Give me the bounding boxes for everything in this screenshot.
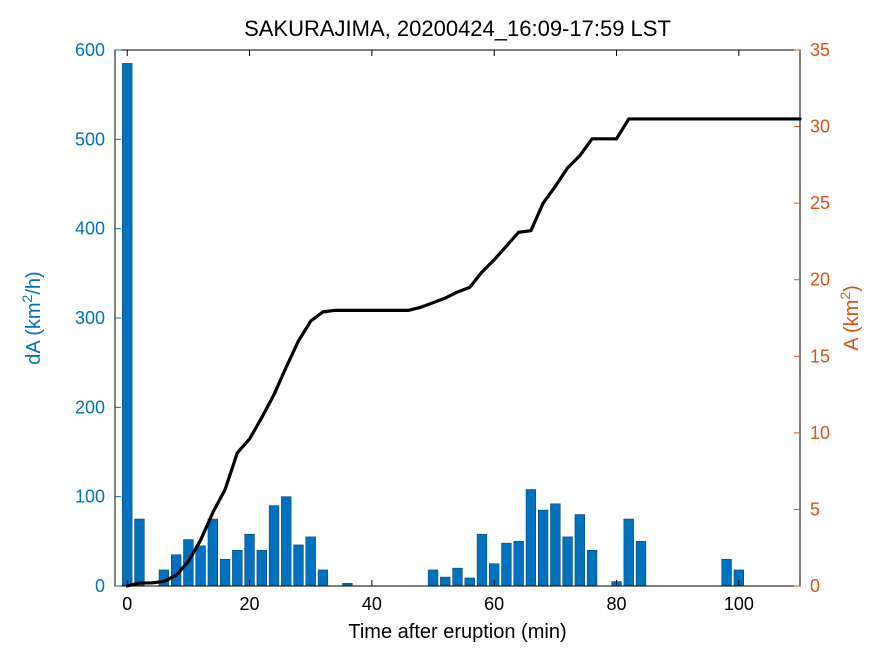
bar xyxy=(257,550,267,586)
bar xyxy=(575,515,585,586)
x-tick-label: 80 xyxy=(607,594,627,614)
bar xyxy=(538,510,548,586)
x-tick-label: 60 xyxy=(484,594,504,614)
y-left-tick-label: 500 xyxy=(75,129,105,149)
y-left-tick-label: 200 xyxy=(75,397,105,417)
bar xyxy=(122,63,132,586)
y-right-tick-label: 15 xyxy=(810,346,830,366)
bar xyxy=(294,545,304,586)
x-tick-label: 40 xyxy=(362,594,382,614)
y-right-tick-label: 25 xyxy=(810,193,830,213)
y-left-tick-label: 100 xyxy=(75,487,105,507)
bar xyxy=(269,506,279,586)
bar xyxy=(587,550,597,586)
x-axis-label: Time after eruption (min) xyxy=(348,621,566,643)
bar xyxy=(502,543,512,586)
bar xyxy=(526,490,536,586)
bar xyxy=(550,504,560,586)
x-tick-label: 0 xyxy=(122,594,132,614)
bar xyxy=(440,577,450,586)
bar xyxy=(514,541,524,586)
bar xyxy=(624,519,634,586)
y-right-tick-label: 35 xyxy=(810,40,830,60)
bar xyxy=(453,568,463,586)
y-left-tick-label: 0 xyxy=(95,576,105,596)
y-left-axis-label: dA (km2/h) xyxy=(19,271,45,364)
bar xyxy=(465,578,475,586)
y-right-axis-label: A (km2) xyxy=(837,285,863,351)
bar xyxy=(232,550,242,586)
y-left-tick-label: 600 xyxy=(75,40,105,60)
y-right-tick-label: 30 xyxy=(810,117,830,137)
bar xyxy=(722,559,732,586)
chart-title: SAKURAJIMA, 20200424_16:09-17:59 LST xyxy=(244,16,671,41)
bar xyxy=(196,546,206,586)
y-right-tick-label: 0 xyxy=(810,576,820,596)
bar xyxy=(306,537,316,586)
y-right-tick-label: 10 xyxy=(810,423,830,443)
chart-container: 0 20 40 60 80 100 0 100 200 300 400 500 600 0 5 10 15 20 2… xyxy=(0,0,875,656)
bar xyxy=(563,537,573,586)
y-left-tick-label: 300 xyxy=(75,308,105,328)
bar xyxy=(318,570,328,586)
bar xyxy=(428,570,438,586)
chart-svg: 0 20 40 60 80 100 0 100 200 300 400 500 600 0 5 10 15 20 2… xyxy=(0,0,875,656)
bar xyxy=(477,534,487,586)
y-right-tick-label: 20 xyxy=(810,270,830,290)
bar xyxy=(245,534,255,586)
bar xyxy=(636,541,646,586)
bar xyxy=(220,559,230,586)
bar xyxy=(135,519,145,586)
bar xyxy=(281,497,291,586)
y-left-tick-label: 400 xyxy=(75,219,105,239)
y-right-tick-label: 5 xyxy=(810,499,820,519)
x-tick-label: 20 xyxy=(240,594,260,614)
bar xyxy=(208,519,218,586)
x-tick-label: 100 xyxy=(724,594,754,614)
